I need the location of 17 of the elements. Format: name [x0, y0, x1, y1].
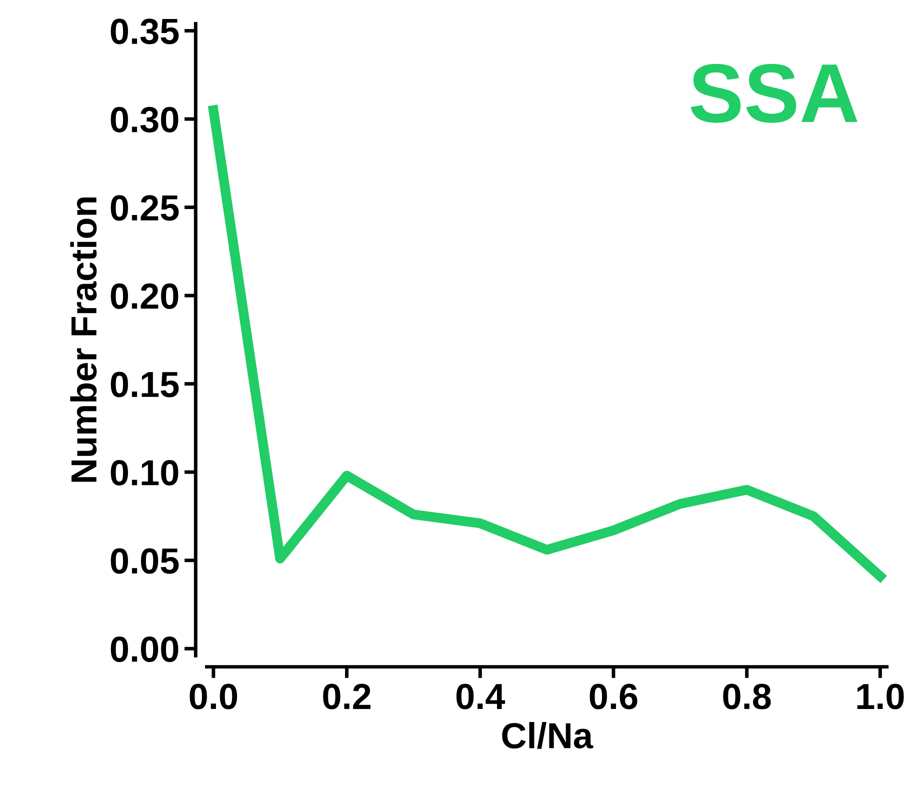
y-tick-label: 0.25 [110, 195, 179, 221]
x-tick-label: 0.2 [323, 684, 370, 710]
y-tick-label: 0.05 [110, 548, 179, 574]
x-axis-title: Cl/Na [502, 722, 594, 749]
y-tick-label: 0.00 [110, 636, 178, 662]
y-tick-label: 0.10 [110, 460, 178, 486]
y-axis-title: Number Fraction [70, 197, 97, 482]
annotation: SSA [690, 64, 858, 123]
y-tick-label: 0.30 [110, 106, 178, 133]
x-tick-label: 0.8 [723, 684, 771, 710]
x-tick-label: 0.0 [190, 684, 238, 710]
y-tick-label: 0.20 [110, 283, 178, 310]
x-tick-label: 0.4 [456, 684, 506, 710]
y-tick-label: 0.15 [110, 372, 179, 398]
x-tick-label: 1.0 [857, 684, 904, 710]
y-tick-label: 0.35 [110, 18, 179, 44]
x-tick-label: 0.6 [590, 684, 638, 710]
